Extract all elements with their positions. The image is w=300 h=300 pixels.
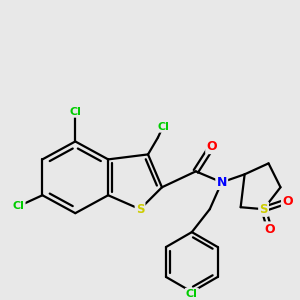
Text: Cl: Cl xyxy=(13,201,24,211)
Text: Cl: Cl xyxy=(186,289,198,299)
Text: O: O xyxy=(282,195,293,208)
Text: O: O xyxy=(206,140,217,153)
Text: O: O xyxy=(264,223,275,236)
Text: Cl: Cl xyxy=(157,122,169,131)
Text: Cl: Cl xyxy=(69,106,81,117)
Text: S: S xyxy=(259,203,268,216)
Text: S: S xyxy=(136,203,144,216)
Text: N: N xyxy=(217,176,227,189)
